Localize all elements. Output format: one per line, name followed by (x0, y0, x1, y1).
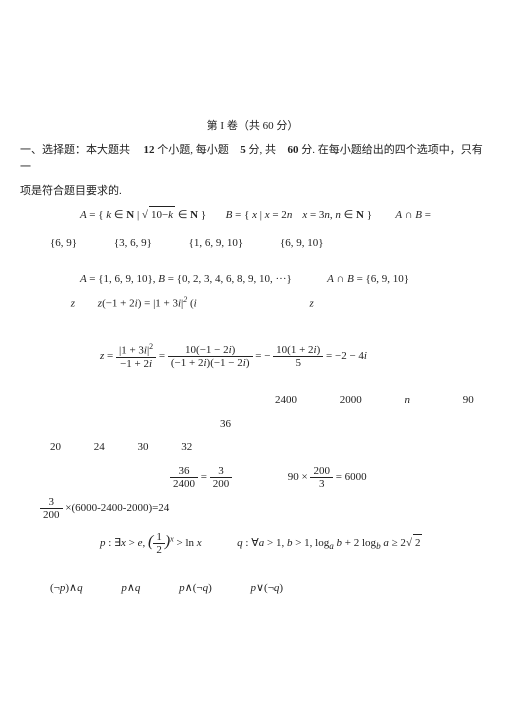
q3-nums-row1: 2400 2000 n 90 (20, 392, 485, 410)
f3d: 200 (40, 509, 63, 521)
pf-d: 2 (153, 544, 165, 556)
q3-n2400: 2400 (275, 394, 297, 406)
instr-t3: 分, 共 (249, 144, 277, 156)
q1-opt-c: {1, 6, 9, 10} (189, 237, 244, 249)
q3-nums-row2: 36 (20, 416, 485, 434)
q2-solution: z = |1 + 3i|2−1 + 2i = 10(−1 − 2i)(−1 + … (20, 343, 485, 370)
q1-opt-b: {3, 6, 9} (114, 237, 152, 249)
f2d: 200 (210, 478, 233, 490)
q3-n: n (405, 394, 411, 406)
q1-options: {6, 9} {3, 6, 9} {1, 6, 9, 10} {6, 9, 10… (20, 235, 485, 253)
q3-sol2-tail: ×(6000-2400-2000)=24 (65, 502, 169, 514)
instructions-line2: 项是符合题目要求的. (20, 183, 485, 201)
instr-t2: 个小题, 每小题 (157, 144, 229, 156)
q3-n90: 90 (463, 394, 474, 406)
q3-sol-1: 362400 = 3200 90 × 2003 = 6000 (20, 465, 485, 490)
q3-n2000: 2000 (340, 394, 362, 406)
f1n: 36 (170, 465, 198, 478)
q1-opt-a: {6, 9} (50, 237, 77, 249)
q3-opt-a: 20 (50, 441, 61, 453)
instr-t1: 一、选择题：本大题共 (20, 144, 130, 156)
q3-opt-d: 32 (181, 441, 192, 453)
q2-stem: z z(−1 + 2i) = |1 + 3i|2 (i z (20, 294, 485, 313)
q3-opt-c: 30 (138, 441, 149, 453)
q1-solution-sets: A = {1, 6, 9, 10}, B = {0, 2, 3, 4, 6, 8… (20, 271, 485, 289)
q4-options: (¬p)∧q p∧q p∧(¬q) p∨(¬q) (20, 580, 485, 598)
f3n: 3 (40, 496, 63, 509)
volume-header: 第 I 卷（共 60 分） (20, 118, 485, 136)
pf-exp: x (170, 535, 174, 544)
q3-n36: 36 (220, 418, 231, 430)
instr-count: 12 (144, 144, 155, 156)
q1-opt-d: {6, 9, 10} (280, 237, 324, 249)
f1d: 2400 (170, 478, 198, 490)
q3-opt-b: 24 (94, 441, 105, 453)
instructions-line1: 一、选择题：本大题共 12 个小题, 每小题 5 分, 共 60 分. 在每小题… (20, 142, 485, 177)
q4-stem: p : ∃x > e, (12)x > ln x q : ∀a > 1, b >… (20, 529, 485, 556)
q1-sets: A = { k ∈ N | √10−k ∈ N } B = { x | x = … (20, 206, 485, 225)
f2n: 3 (210, 465, 233, 478)
instr-total: 60 (288, 144, 299, 156)
instr-points: 5 (240, 144, 246, 156)
q3-options: 20 24 30 32 (20, 439, 485, 457)
pf-n: 1 (153, 531, 165, 544)
q3-sol-2: 3200 ×(6000-2400-2000)=24 (20, 496, 485, 521)
